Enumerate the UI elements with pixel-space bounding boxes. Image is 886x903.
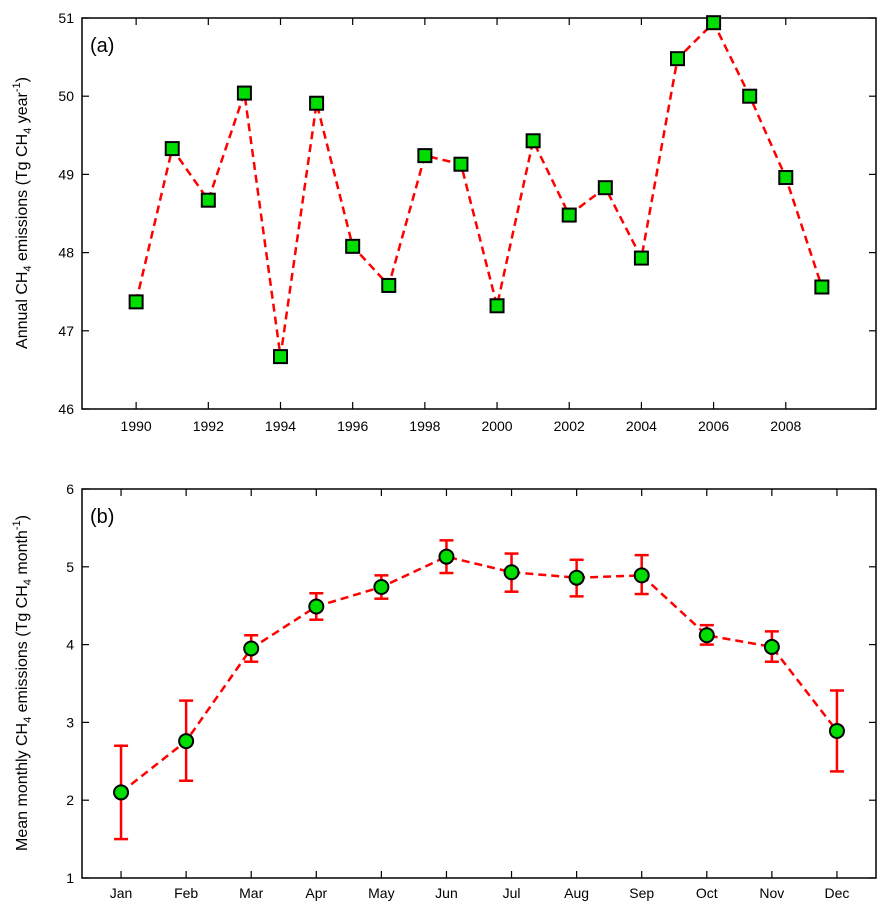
panel-a-data-point bbox=[670, 51, 685, 67]
panel-b-x-tick-label: Apr bbox=[305, 885, 327, 901]
panel-b-axes-frame bbox=[81, 488, 877, 879]
panel-a-y-tick-label: 46 bbox=[58, 401, 74, 417]
panel-a-x-tick-label: 1996 bbox=[337, 418, 368, 434]
panel-a-ylabel-sup: -1 bbox=[11, 82, 23, 92]
panel-b-marks bbox=[113, 539, 845, 841]
panel-a-data-point bbox=[706, 15, 722, 31]
panel-a-data-point bbox=[128, 294, 144, 310]
panel-b-ylabel-end: ) bbox=[14, 515, 31, 520]
panel-a-series-line bbox=[134, 20, 824, 357]
panel-a-marks bbox=[128, 15, 830, 365]
panel-b-ylabel-sub1: 4 bbox=[22, 717, 34, 723]
panel-b-x-tick-label: Sep bbox=[629, 885, 654, 901]
panel-b-ylabel-post: month bbox=[14, 530, 31, 579]
panel-a-data-point bbox=[345, 238, 361, 254]
panel-b-ylabel-mid: emissions (Tg CH bbox=[14, 585, 31, 717]
panel-b-data-point bbox=[308, 598, 325, 615]
panel-b-y-tick-label: 3 bbox=[66, 714, 74, 730]
panel-b-data-point bbox=[568, 569, 585, 586]
panel-a-ylabel-sub2: 4 bbox=[22, 128, 34, 134]
panel-b-data-point bbox=[503, 564, 520, 581]
panel-a-data-point bbox=[525, 133, 541, 149]
panel-b-data-point bbox=[178, 733, 195, 750]
panel-a-y-tick-label: 49 bbox=[58, 166, 74, 182]
panel-a-x-tick-label: 2002 bbox=[554, 418, 585, 434]
panel-a-x-tick-label: 2000 bbox=[481, 418, 512, 434]
panel-a-data-point bbox=[453, 156, 469, 172]
panel-a-ylabel-sub1: 4 bbox=[22, 265, 34, 271]
panel-b-data-point bbox=[373, 579, 390, 596]
panel-a-axes-frame bbox=[81, 17, 877, 410]
panel-b-x-tick-label: Jul bbox=[503, 885, 521, 901]
panel-a-ylabel-mid: emissions (Tg CH bbox=[14, 134, 31, 266]
panel-b-y-tick-label: 5 bbox=[66, 559, 74, 575]
panel-a-data-point bbox=[561, 207, 577, 223]
panel-a-data-point bbox=[200, 192, 216, 208]
panel-a-data-point bbox=[309, 95, 325, 111]
panel-b-x-tick-label: Mar bbox=[239, 885, 263, 901]
panel-b: 1 2 3 4 5 6 Jan Feb Mar Apr May Jun Jul Aug Sep Oct Nov D… bbox=[11, 481, 877, 901]
panel-b-data-point bbox=[243, 640, 260, 657]
panel-a-x-tick-label: 2008 bbox=[770, 418, 801, 434]
panel-b-data-point bbox=[113, 784, 130, 801]
panel-a-ylabel-pre: Annual CH bbox=[14, 272, 31, 349]
panel-b-y-tick-label: 6 bbox=[66, 481, 74, 497]
panel-b-series-line bbox=[120, 555, 838, 794]
panel-b-ticks: 1 2 3 4 5 6 Jan Feb Mar Apr May Jun Jul Aug Sep Oct Nov D… bbox=[66, 481, 876, 901]
panel-a-x-tick-label: 2004 bbox=[626, 418, 657, 434]
panel-a-x-tick-label: 1994 bbox=[265, 418, 296, 434]
panel-b-x-tick-label: Feb bbox=[174, 885, 198, 901]
panel-a-data-point bbox=[597, 180, 613, 196]
panel-b-x-tick-label: Oct bbox=[696, 885, 718, 901]
panel-a-y-tick-label: 51 bbox=[58, 10, 74, 26]
panel-a-data-point bbox=[273, 349, 288, 365]
panel-a-data-point bbox=[417, 148, 433, 164]
panel-b-x-tick-label: May bbox=[368, 885, 394, 901]
panel-b-x-tick-label: Jan bbox=[110, 885, 133, 901]
panel-a-data-point bbox=[742, 88, 758, 104]
panel-a-y-tick-label: 50 bbox=[58, 88, 74, 104]
panel-b-ylabel-pre: Mean monthly CH bbox=[14, 723, 31, 851]
panel-b-data-point bbox=[828, 722, 845, 739]
panel-b-x-tick-label: Aug bbox=[564, 885, 589, 901]
panel-a: 46 47 48 49 50 51 1990 1992 1994 1996 1998 2000 2002… bbox=[11, 10, 877, 434]
panel-a-data-point bbox=[814, 279, 830, 295]
panel-b-ylabel-sub2: 4 bbox=[22, 579, 34, 585]
panel-a-ylabel-end: ) bbox=[14, 77, 31, 82]
panel-b-y-tick-label: 4 bbox=[66, 637, 74, 653]
panel-a-y-axis-label: Annual CH4 emissions (Tg CH4 year-1) bbox=[11, 77, 34, 349]
panel-a-ticks: 46 47 48 49 50 51 1990 1992 1994 1996 1998 2000 2002… bbox=[58, 10, 876, 434]
panel-a-ylabel-post: year bbox=[14, 92, 31, 128]
panel-a-data-point bbox=[489, 298, 505, 314]
panel-b-data-point bbox=[438, 548, 455, 565]
panel-a-y-tick-label: 48 bbox=[58, 245, 74, 261]
panel-a-data-point bbox=[236, 85, 252, 101]
panel-a-x-tick-label: 1992 bbox=[193, 418, 224, 434]
panel-b-ylabel-sup: -1 bbox=[11, 520, 23, 530]
panel-b-y-tick-label: 2 bbox=[66, 792, 74, 808]
panel-b-y-axis-label: Mean monthly CH4 emissions (Tg CH4 month… bbox=[11, 515, 34, 851]
panel-b-data-point bbox=[763, 638, 780, 655]
panel-b-data-point bbox=[633, 567, 650, 584]
panel-a-x-tick-label: 1990 bbox=[121, 418, 152, 434]
panel-a-y-tick-label: 47 bbox=[58, 323, 74, 339]
panel-b-x-tick-label: Jun bbox=[435, 885, 458, 901]
panel-a-data-point bbox=[381, 277, 397, 293]
panel-b-y-tick-label: 1 bbox=[66, 870, 74, 886]
panel-a-data-point bbox=[164, 141, 180, 157]
panel-a-x-tick-label: 2006 bbox=[698, 418, 729, 434]
panel-a-label: (a) bbox=[90, 35, 114, 57]
panel-b-label: (b) bbox=[90, 506, 114, 528]
panel-b-data-point bbox=[698, 627, 715, 644]
panel-a-data-point bbox=[778, 170, 794, 186]
panel-a-data-point bbox=[633, 250, 649, 266]
panel-b-x-tick-label: Nov bbox=[759, 885, 784, 901]
panel-a-x-tick-label: 1998 bbox=[409, 418, 440, 434]
panel-b-x-tick-label: Dec bbox=[824, 885, 849, 901]
